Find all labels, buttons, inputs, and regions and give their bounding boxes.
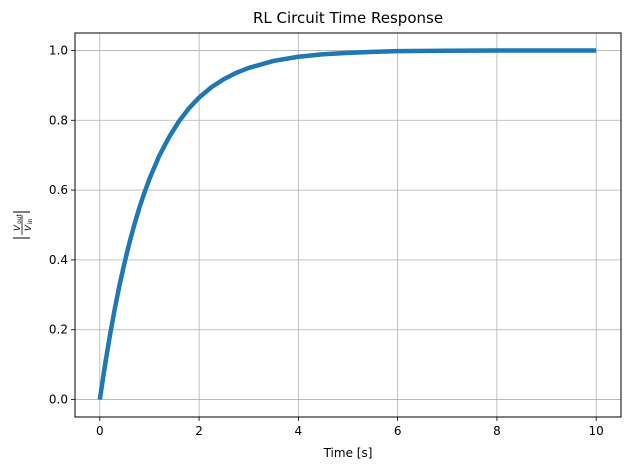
y-axis-label: V out V in [13, 211, 34, 239]
y-label-numerator: V [13, 224, 23, 231]
x-tick-label: 4 [295, 424, 303, 438]
series-layer [97, 48, 597, 400]
y-tick-label: 0.2 [49, 323, 68, 337]
y-label-numerator-sub: out [16, 214, 23, 224]
x-tick-label: 6 [394, 424, 402, 438]
grid-lines [75, 33, 621, 417]
y-tick-label: 0.6 [49, 183, 68, 197]
x-tick-label: 2 [195, 424, 203, 438]
chart-title: RL Circuit Time Response [253, 9, 443, 27]
x-tick-label: 0 [96, 424, 104, 438]
y-tick-label: 0.0 [49, 393, 68, 407]
y-label-denominator-sub: in [27, 218, 34, 224]
y-tick-label: 0.8 [49, 113, 68, 127]
y-tick-label: 0.4 [49, 253, 68, 267]
x-tick-label: 8 [493, 424, 501, 438]
y-tick-label: 1.0 [49, 43, 68, 57]
x-tick-label: 10 [589, 424, 604, 438]
plot-area [74, 32, 622, 418]
axis-ticks: 0 2 4 6 8 10 0.0 0.2 0.4 0.6 0.8 1.0 [49, 43, 604, 438]
y-label-denominator: V [24, 224, 34, 231]
x-axis-label: Time [s] [323, 446, 373, 460]
series-line [97, 48, 597, 400]
